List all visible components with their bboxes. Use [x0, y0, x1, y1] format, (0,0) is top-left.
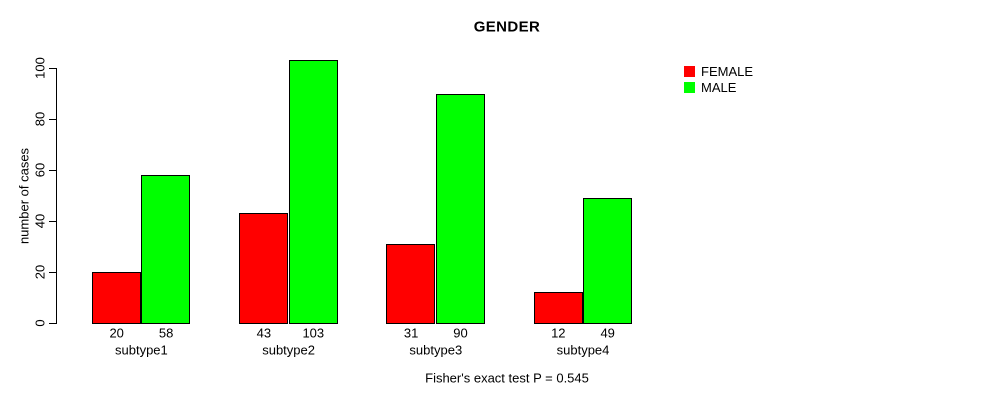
y-tick-mark: [49, 271, 56, 273]
category-label-subtype2: subtype2: [262, 342, 315, 358]
bar-value-label: 103: [302, 325, 325, 341]
legend: FEMALE MALE: [684, 65, 753, 97]
bar-value-label: 43: [256, 325, 272, 341]
y-tick-mark: [49, 118, 56, 120]
bar-male-subtype2: [289, 60, 338, 324]
bar-female-subtype4: [534, 292, 583, 324]
legend-label: FEMALE: [701, 64, 754, 79]
bar-value-label: 90: [453, 325, 468, 341]
female-swatch: [684, 66, 695, 77]
bar-female-subtype3: [386, 244, 435, 324]
y-tick-label: 100: [32, 57, 48, 79]
bar-male-subtype1: [141, 175, 190, 324]
y-tick-label: 20: [32, 264, 48, 280]
legend-item-male: MALE: [684, 81, 753, 94]
bar-value-label: 49: [600, 325, 615, 341]
y-tick-label: 40: [32, 213, 48, 229]
male-swatch: [684, 82, 695, 93]
y-tick-mark: [49, 169, 56, 171]
category-label-subtype4: subtype4: [556, 342, 610, 358]
y-tick-mark: [49, 220, 56, 222]
bar-male-subtype4: [583, 198, 632, 324]
bar-male-subtype3: [436, 94, 485, 324]
y-axis-line: [56, 68, 57, 324]
bar-female-subtype2: [239, 213, 288, 324]
annotation-text: Fisher's exact test P = 0.545: [425, 370, 589, 386]
bar-value-label: 31: [403, 325, 419, 341]
y-tick-label: 80: [32, 111, 48, 127]
bar-value-label: 12: [551, 325, 566, 341]
y-tick-mark: [49, 67, 56, 69]
legend-item-female: FEMALE: [684, 65, 753, 78]
category-label-subtype1: subtype1: [115, 342, 168, 358]
y-tick-label: 0: [32, 319, 48, 327]
y-tick-label: 60: [32, 162, 48, 178]
category-label-subtype3: subtype3: [409, 342, 463, 358]
bar-female-subtype1: [92, 272, 141, 324]
legend-label: MALE: [701, 80, 737, 95]
bar-value-label: 20: [109, 325, 124, 341]
y-tick-mark: [49, 322, 56, 324]
bar-value-label: 58: [158, 325, 174, 341]
chart-title: GENDER: [473, 18, 541, 36]
